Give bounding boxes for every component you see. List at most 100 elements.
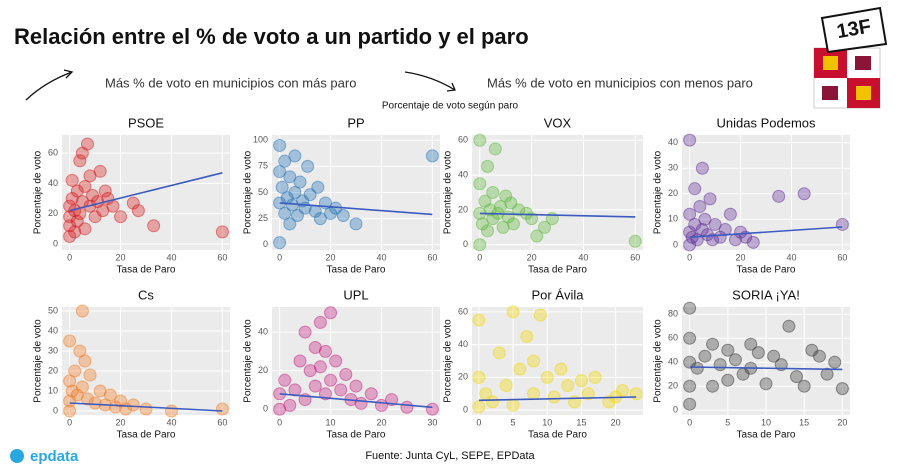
point [525, 212, 539, 226]
point [835, 217, 849, 231]
point [65, 173, 79, 187]
point [288, 149, 302, 163]
point [481, 224, 495, 238]
point [615, 383, 629, 397]
point [530, 229, 544, 243]
logo: 13F [813, 6, 888, 109]
point [83, 368, 97, 382]
x-tick-label: 30 [427, 417, 437, 427]
note-left: Más % de voto en municipios con más paro [105, 75, 356, 90]
point [812, 349, 826, 363]
point [744, 337, 758, 351]
y-tick-label: 60 [48, 148, 58, 158]
point [540, 370, 554, 384]
point [698, 349, 712, 363]
point [506, 398, 520, 412]
arrow-up [25, 69, 74, 101]
panel: 0 5 10 15 20 0 20 40 60 80 SORIA ¡YA! Tasa de Paro P… [653, 287, 850, 441]
panel-title: PP [347, 115, 364, 130]
panel: 0 20 40 60 0 20 40 60 PSOE Tasa de Paro Porcentaje… [33, 115, 230, 276]
point [554, 362, 568, 376]
point [349, 379, 363, 393]
x-tick-label: 20 [376, 417, 386, 427]
y-tick-label: 0 [673, 239, 678, 249]
point [751, 346, 765, 360]
x-tick-label: 20 [116, 417, 126, 427]
x-tick-label: 0 [687, 252, 692, 262]
x-tick-label: 0 [477, 252, 482, 262]
y-tick-label: 30 [668, 163, 678, 173]
point [126, 196, 140, 210]
point [628, 234, 642, 248]
point [488, 142, 502, 156]
x-tick-label: 20 [837, 417, 847, 427]
x-tick-label: 0 [67, 417, 72, 427]
x-tick-label: 0 [687, 417, 692, 427]
point [293, 354, 307, 368]
point [683, 301, 697, 315]
point [63, 229, 77, 243]
point [349, 217, 363, 231]
y-tick-label: 40 [458, 169, 468, 179]
x-axis-label: Tasa de Paro [737, 430, 796, 441]
point [581, 387, 595, 401]
point [336, 209, 350, 222]
trend-line [478, 396, 637, 402]
y-tick-label: 40 [48, 325, 58, 335]
point [828, 355, 842, 369]
point [103, 388, 117, 402]
point [486, 395, 500, 409]
point [728, 353, 742, 367]
point [683, 238, 697, 252]
point [547, 390, 561, 404]
point [68, 225, 82, 239]
panel: 0 5 10 15 20 0 20 40 60 Por Ávila Tasa de Paro Porc… [443, 287, 643, 441]
point [273, 165, 287, 179]
x-tick-label: 5 [725, 417, 730, 427]
point [700, 228, 714, 242]
point [339, 368, 353, 381]
point [629, 387, 643, 401]
trend-line [689, 226, 843, 239]
y-tick-label: 20 [458, 372, 468, 382]
point [706, 337, 720, 351]
point [63, 404, 77, 418]
point [472, 370, 486, 384]
trend-line [689, 366, 843, 371]
y-tick-label: 40 [258, 326, 268, 336]
x-axis-label: Tasa de Paro [117, 430, 176, 441]
y-axis-label: Porcentaje de voto [243, 319, 254, 403]
point [527, 387, 541, 401]
point [723, 207, 737, 221]
y-tick-label: 0 [263, 404, 268, 414]
panel: 0 20 40 60 0 20 40 60 VOX Tasa de Paro Porcentaje … [443, 115, 643, 276]
point [486, 186, 500, 199]
point [215, 225, 229, 239]
point [318, 344, 332, 358]
x-tick-label: 15 [576, 417, 586, 427]
point [790, 370, 804, 384]
point [78, 354, 92, 368]
point [311, 180, 325, 194]
point [721, 343, 735, 357]
point [683, 207, 697, 221]
point [329, 354, 343, 368]
point [273, 236, 287, 250]
x-tick-label: 10 [326, 417, 336, 427]
point [78, 222, 92, 236]
point [75, 304, 89, 318]
point [782, 319, 796, 333]
point [695, 161, 709, 175]
x-tick-label: 20 [736, 252, 746, 262]
point [75, 380, 89, 394]
point [425, 149, 439, 163]
point [683, 397, 697, 411]
y-tick-label: 80 [668, 309, 678, 319]
y-axis-label: Porcentaje de voto [33, 150, 44, 234]
point [63, 334, 77, 348]
x-tick-label: 60 [837, 252, 847, 262]
point [473, 177, 487, 191]
panel-title: Por Ávila [531, 287, 584, 302]
arrow-down [404, 71, 456, 92]
point [93, 164, 107, 178]
